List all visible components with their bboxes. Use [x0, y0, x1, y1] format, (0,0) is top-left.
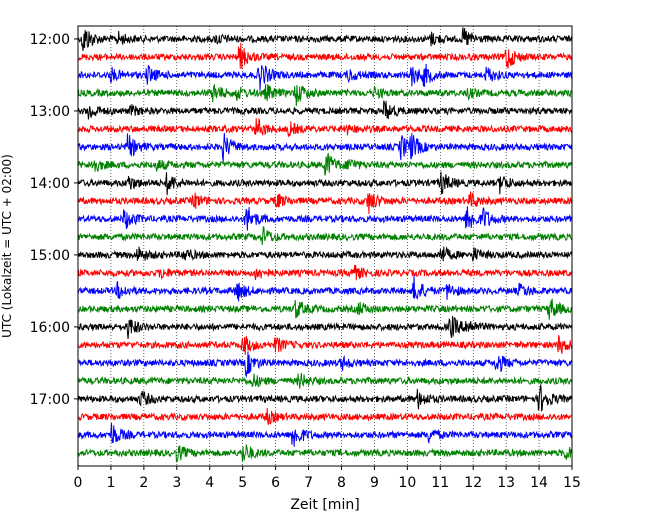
plot-frame	[77, 25, 573, 467]
y-tick-label: 14:00	[30, 176, 70, 192]
trace-1400	[77, 171, 573, 196]
trace-1245	[77, 83, 573, 107]
y-axis-ticks: 12:00 13:00 14:00 15:00 16:00 17:00	[30, 32, 78, 408]
x-tick-label: 0	[74, 475, 83, 491]
trace-1215	[77, 42, 573, 69]
seismic-traces	[77, 27, 573, 464]
x-tick-label: 14	[530, 475, 548, 491]
x-tick-label: 7	[304, 475, 313, 491]
x-axis-label: Zeit [min]	[290, 497, 359, 513]
trace-1700	[77, 384, 573, 413]
x-tick-label: 4	[205, 475, 214, 491]
y-tick-label: 16:00	[30, 320, 70, 336]
trace-1430	[77, 206, 573, 231]
x-tick-label: 9	[370, 475, 379, 491]
trace-1300	[77, 100, 573, 120]
trace-1200	[77, 27, 573, 51]
trace-1615	[77, 335, 573, 355]
trace-1500	[77, 246, 573, 262]
trace-1600	[77, 316, 573, 339]
trace-1330	[77, 132, 573, 162]
x-tick-label: 3	[172, 475, 181, 491]
y-tick-label: 15:00	[30, 248, 70, 264]
trace-1530	[77, 274, 573, 302]
trace-1445	[77, 226, 573, 246]
trace-1545	[77, 298, 573, 320]
trace-1645	[77, 372, 573, 389]
trace-1745	[77, 444, 573, 464]
y-axis-label: UTC (Lokalzeit = UTC + 02:00)	[0, 154, 14, 338]
y-tick-label: 17:00	[30, 392, 70, 408]
x-axis-ticks: 0 1 2 3 4 5 6 7 8 9 10 11 12 13 14 15	[74, 466, 581, 491]
x-tick-label: 8	[337, 475, 346, 491]
trace-1415	[77, 191, 573, 215]
trace-1730	[77, 422, 573, 447]
x-tick-label: 15	[563, 475, 581, 491]
x-tick-label: 12	[464, 475, 482, 491]
x-tick-label: 2	[139, 475, 148, 491]
x-tick-label: 11	[431, 475, 449, 491]
trace-1345	[77, 152, 573, 176]
y-tick-label: 12:00	[30, 32, 70, 48]
x-tick-label: 1	[106, 475, 115, 491]
trace-1315	[77, 117, 573, 138]
x-tick-label: 10	[398, 475, 416, 491]
vertical-gridlines	[110, 26, 540, 466]
y-tick-label: 13:00	[30, 104, 70, 120]
x-tick-label: 13	[497, 475, 515, 491]
trace-1630	[77, 351, 573, 378]
trace-1715	[77, 407, 572, 425]
trace-1230	[77, 64, 573, 91]
x-tick-label: 5	[238, 475, 247, 491]
x-tick-label: 6	[271, 475, 280, 491]
trace-1515	[77, 264, 573, 281]
